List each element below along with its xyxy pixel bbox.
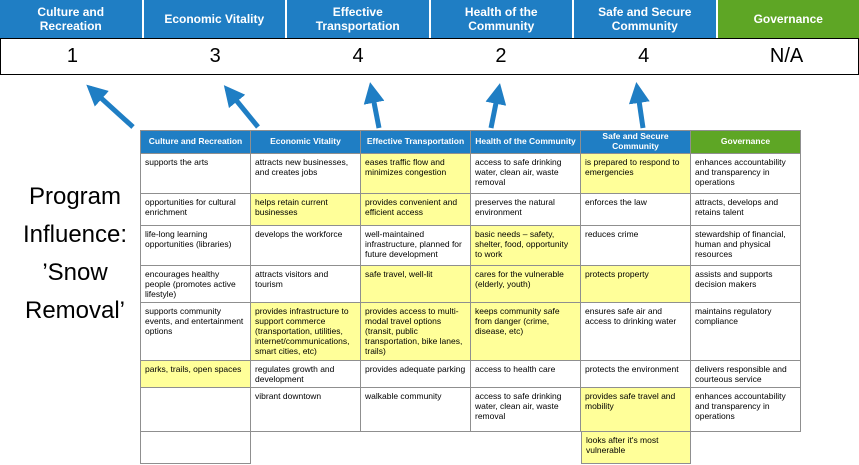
program-title-line: Removal’ [24,297,126,324]
matrix-cell-r5c1: supports community events, and entertain… [141,303,251,362]
matrix-cell-r1c1: supports the arts [141,154,251,194]
matrix-header-4: Safe and Secure Community [581,131,691,154]
matrix-cell-r7c4: access to safe drinking water, clean air… [471,388,581,433]
banner-score-1: 3 [209,45,221,67]
matrix-header-0: Culture and Recreation [141,131,251,154]
matrix-cell-r6c2: regulates growth and development [251,361,361,389]
matrix-cell-r5c2: provides infrastructure to support comme… [251,303,361,362]
matrix-cell-r2c1: opportunities for cultural enrichment [141,194,251,226]
matrix-cell-r4c5: protects property [581,266,691,304]
banner-score-3: 2 [495,45,507,67]
matrix-cell-r8c5: looks after it's most vulnerable [581,432,691,465]
matrix-cell-r1c4: access to safe drinking water, clean air… [471,154,581,194]
summary-banner-labels: Culture and Recreation Economic Vitality E… [0,0,859,38]
matrix-cell-r5c5: ensures safe air and access to drinking … [581,303,691,362]
arrow-up-icon [485,83,507,129]
matrix-cell-r2c2: helps retain current businesses [251,194,361,226]
program-title-line: Influence: [22,221,128,248]
arrow-up-icon [86,84,135,129]
banner-label-3: Health of the Community [430,0,574,38]
matrix-cell-r8c1 [141,432,251,465]
summary-banner-scores: 1 3 4 2 4 N/A [0,38,859,75]
matrix-cell-r2c4: preserves the natural environment [471,194,581,226]
banner-score-2: 4 [352,45,364,67]
matrix-cell-r2c6: attracts, develops and retains talent [691,194,801,226]
matrix-cell-r8c6 [691,432,801,464]
matrix-cell-r8c4 [471,432,581,464]
banner-label-2: Effective Transportation [287,0,431,38]
matrix-cell-r2c3: provides convenient and efficient access [361,194,471,226]
matrix-cell-r7c1 [141,388,251,433]
matrix-cell-r7c3: walkable community [361,388,471,433]
matrix-header-2: Effective Transportation [361,131,471,154]
arrow-up-icon [223,85,260,129]
banner-label-4: Safe and Secure Community [574,0,718,38]
matrix-cell-r6c1: parks, trails, open spaces [141,361,251,389]
influence-matrix: Culture and Recreation Economic Vitality E… [140,130,801,465]
matrix-cell-r5c3: provides access to multi-modal travel op… [361,303,471,362]
matrix-header-5: Governance [691,131,801,154]
matrix-cell-r7c2: vibrant downtown [251,388,361,433]
matrix-cell-r1c5: is prepared to respond to emergencies [581,154,691,194]
banner-label-1: Economic Vitality [143,0,287,38]
banner-label-0: Culture and Recreation [0,0,144,38]
matrix-cell-r5c4: keeps community safe from danger (crime,… [471,303,581,362]
matrix-cell-r4c2: attracts visitors and tourism [251,266,361,304]
matrix-cell-r3c5: reduces crime [581,226,691,266]
banner-score-0: 1 [66,45,78,67]
matrix-cell-r3c3: well-maintained infrastructure, planned … [361,226,471,266]
matrix-cell-r1c6: enhances accountability and transparency… [691,154,801,194]
matrix-cell-r8c3 [361,432,471,464]
arrow-up-icon [363,82,385,129]
matrix-cell-r6c6: delivers responsible and courteous servi… [691,361,801,389]
matrix-cell-r3c6: stewardship of financial, human and phys… [691,226,801,266]
matrix-cell-r6c5: protects the environment [581,361,691,389]
matrix-cell-r6c3: provides adequate parking [361,361,471,389]
arrow-up-icon [628,82,650,129]
matrix-cell-r5c6: maintains regulatory compliance [691,303,801,362]
matrix-cell-r4c3: safe travel, well-lit [361,266,471,304]
matrix-cell-r8c2 [251,432,361,464]
program-title: Program Influence: ’Snow Removal’ [0,178,150,330]
matrix-cell-r6c4: access to health care [471,361,581,389]
banner-score-5: N/A [769,45,804,67]
matrix-cell-r4c4: cares for the vulnerable (elderly, youth… [471,266,581,304]
banner-label-5: Governance [717,0,859,38]
influence-arrows [86,82,650,129]
banner-score-4: 4 [638,45,650,67]
matrix-cell-r1c2: attracts new businesses, and creates job… [251,154,361,194]
matrix-cell-r2c5: enforces the law [581,194,691,226]
program-title-line: ’Snow [42,259,108,286]
matrix-cell-r3c2: develops the workforce [251,226,361,266]
matrix-cell-r4c6: assists and supports decision makers [691,266,801,304]
matrix-cell-r4c1: encourages healthy people (promotes acti… [141,266,251,304]
matrix-cell-r7c5: provides safe travel and mobility [581,388,691,433]
matrix-cell-r7c6: enhances accountability and transparency… [691,388,801,433]
program-title-line: Program [28,183,122,210]
matrix-cell-r3c1: life-long learning opportunities (librar… [141,226,251,266]
matrix-cell-r3c4: basic needs – safety, shelter, food, opp… [471,226,581,266]
matrix-cell-r1c3: eases traffic flow and minimizes congest… [361,154,471,194]
matrix-header-3: Health of the Community [471,131,581,154]
matrix-header-1: Economic Vitality [251,131,361,154]
